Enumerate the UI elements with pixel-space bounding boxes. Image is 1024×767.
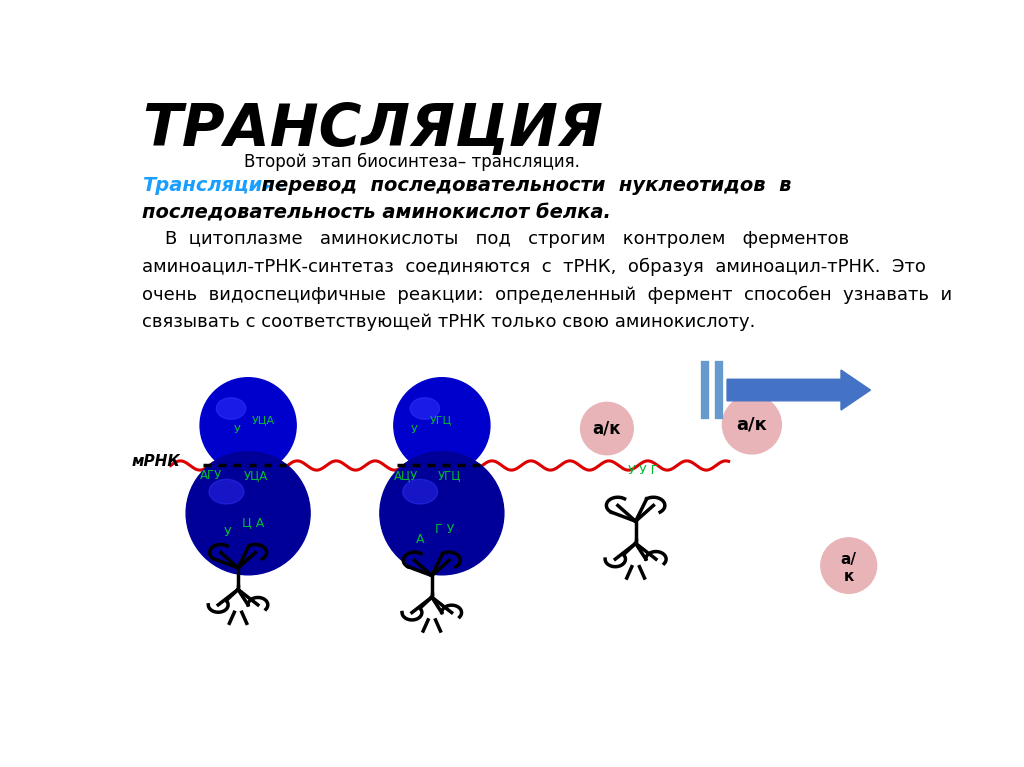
Text: аминоацил-тРНК-синтетаз  соединяются  с  тРНК,  образуя  аминоацил-тРНК.  Это: аминоацил-тРНК-синтетаз соединяются с тР…: [142, 258, 926, 276]
Text: Трансляция–: Трансляция–: [142, 176, 285, 195]
Text: У: У: [628, 464, 636, 477]
Text: связывать с соответствующей тРНК только свою аминокислоту.: связывать с соответствующей тРНК только …: [142, 313, 756, 331]
Circle shape: [581, 403, 633, 455]
Ellipse shape: [216, 398, 246, 420]
Text: АЦУ: АЦУ: [394, 469, 418, 482]
Text: ТРАНСЛЯЦИЯ: ТРАНСЛЯЦИЯ: [142, 101, 603, 158]
Text: мРНК: мРНК: [132, 454, 181, 469]
Ellipse shape: [410, 398, 439, 420]
Text: последовательность аминокислот белка.: последовательность аминокислот белка.: [142, 204, 611, 222]
Text: В  цитоплазме   аминокислоты   под   строгим   контролем   ферментов: В цитоплазме аминокислоты под строгим ко…: [142, 230, 849, 248]
Text: УЦА: УЦА: [245, 469, 268, 482]
Text: АГУ: АГУ: [200, 469, 222, 482]
Text: УЦА: УЦА: [252, 416, 275, 426]
Text: Второй этап биосинтеза– трансляция.: Второй этап биосинтеза– трансляция.: [245, 153, 581, 171]
Text: УГЦ: УГЦ: [430, 416, 453, 426]
FancyArrow shape: [727, 370, 870, 410]
Circle shape: [394, 377, 489, 473]
Circle shape: [186, 452, 310, 574]
Text: У Г: У Г: [639, 464, 658, 477]
Text: а/к: а/к: [593, 420, 622, 437]
Text: а/к: а/к: [736, 416, 767, 433]
Text: Г У: Г У: [435, 523, 455, 536]
Text: Ц А: Ц А: [242, 515, 264, 528]
Text: очень  видоспецифичные  реакции:  определенный  фермент  способен  узнавать  и: очень видоспецифичные реакции: определен…: [142, 285, 952, 304]
Circle shape: [200, 377, 296, 473]
Ellipse shape: [209, 479, 244, 504]
Circle shape: [821, 538, 877, 594]
Ellipse shape: [402, 479, 437, 504]
Text: У: У: [234, 425, 241, 435]
Text: У: У: [224, 525, 231, 538]
Text: УГЦ: УГЦ: [438, 469, 462, 482]
Circle shape: [380, 452, 504, 574]
Text: к: к: [844, 569, 854, 584]
Text: перевод  последовательности  нуклеотидов  в: перевод последовательности нуклеотидов в: [248, 176, 792, 195]
Circle shape: [722, 396, 781, 454]
Text: а/: а/: [841, 552, 857, 567]
Text: А: А: [417, 533, 425, 546]
Text: У: У: [411, 425, 418, 435]
